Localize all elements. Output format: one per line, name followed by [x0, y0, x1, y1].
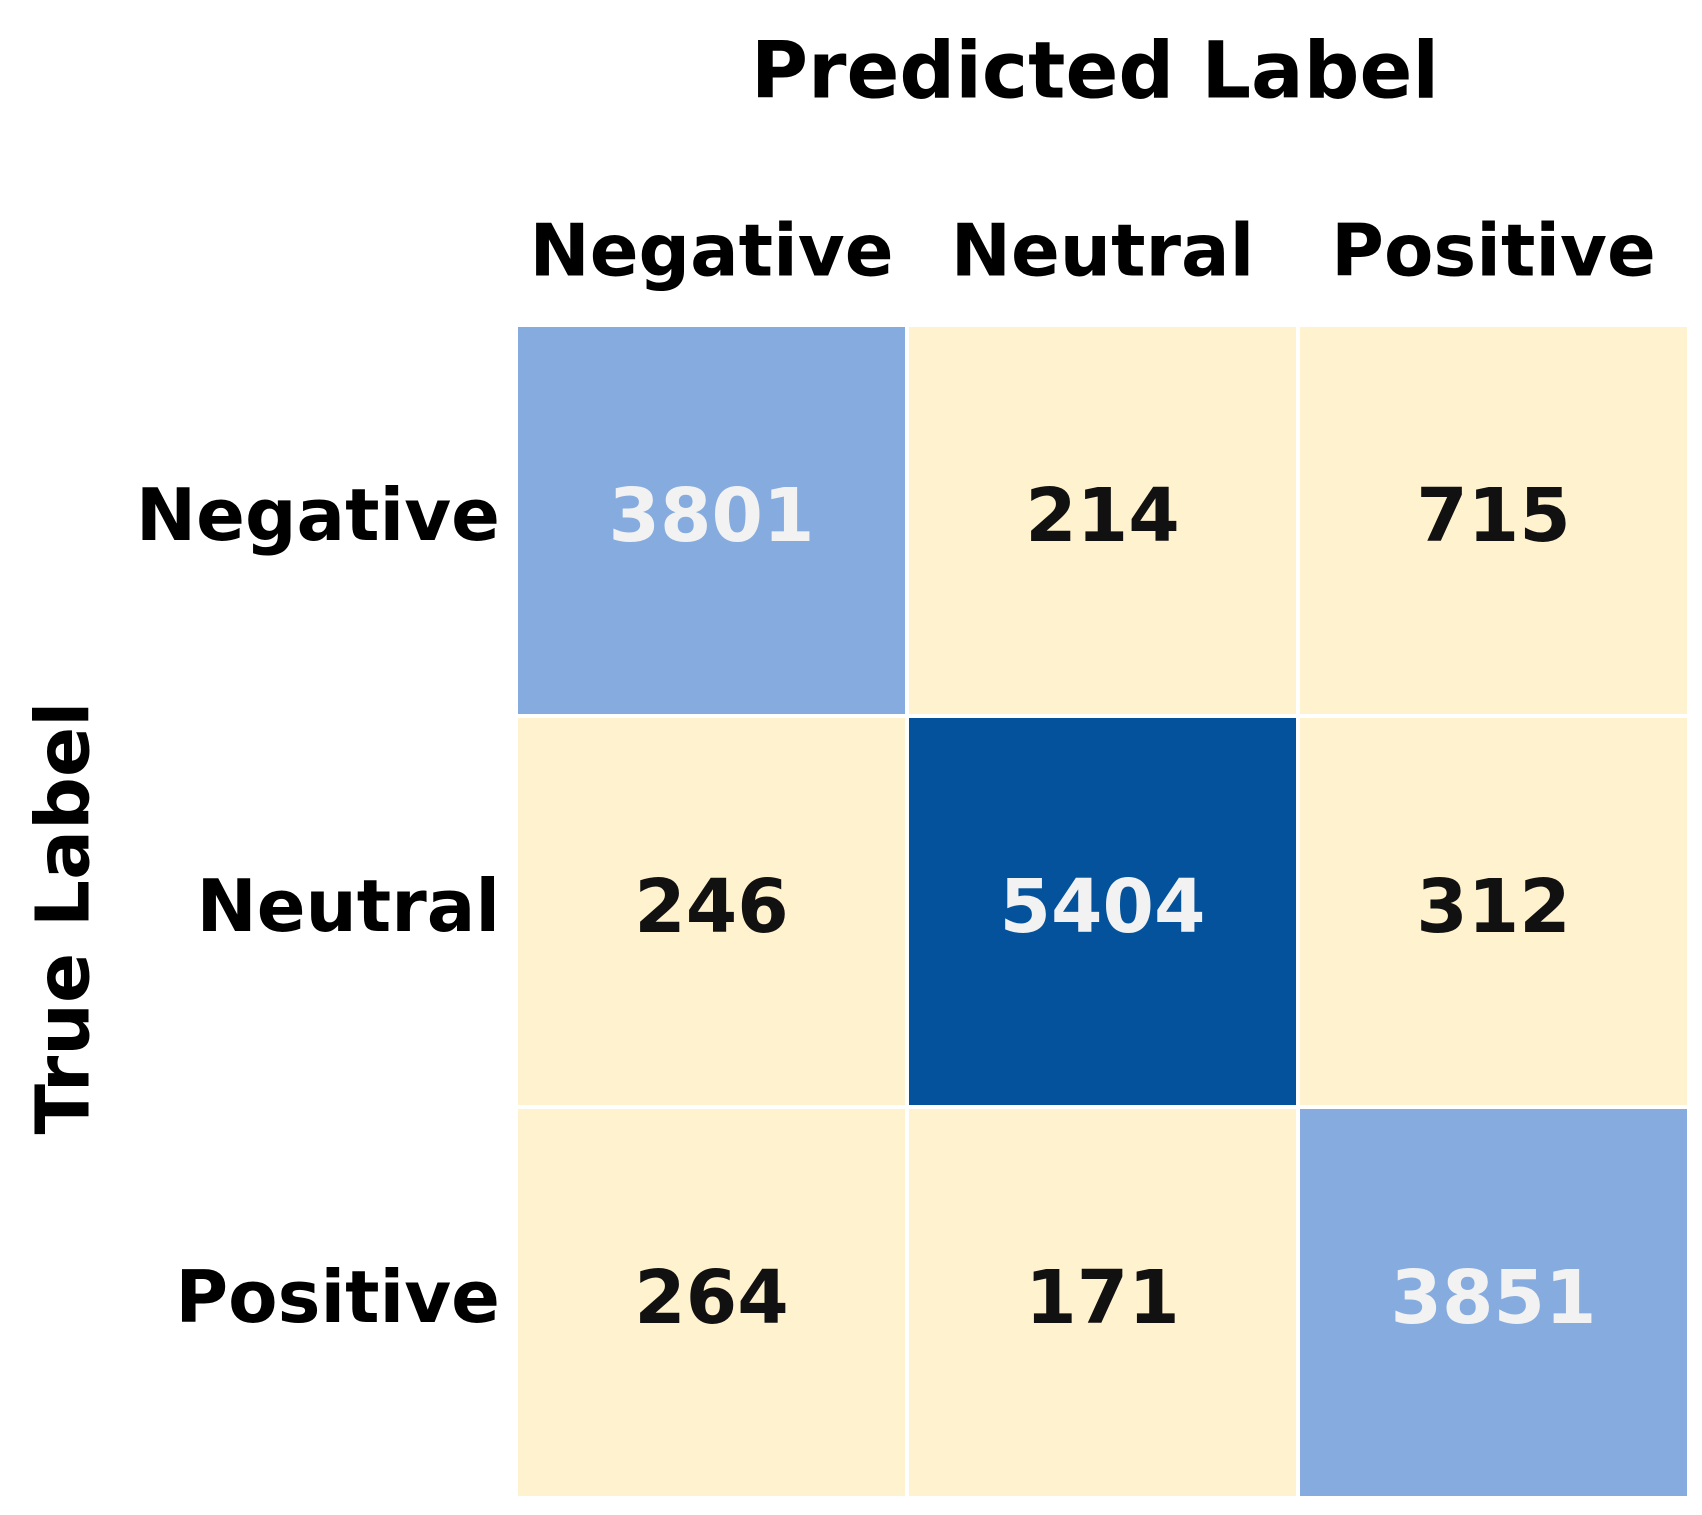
heatmap-cell [1300, 718, 1687, 1105]
heatmap-cell [1300, 327, 1687, 714]
y-axis-title: True Label [21, 701, 107, 1134]
cell-value-label: 171 [1025, 1255, 1179, 1341]
heatmap-cell [1300, 1109, 1687, 1496]
cell-value-label: 264 [634, 1255, 788, 1341]
cell-value-label: 214 [1025, 473, 1179, 559]
y-tick-label: Neutral [196, 864, 500, 948]
heatmap-cell [909, 327, 1296, 714]
heatmap-cell [518, 718, 905, 1105]
heatmap-cell [518, 1109, 905, 1496]
cell-value-label: 312 [1416, 864, 1570, 950]
heatmap-cell [909, 1109, 1296, 1496]
x-tick-label: Positive [1331, 209, 1656, 293]
cell-value-label: 715 [1416, 473, 1570, 559]
x-tick-label: Negative [529, 209, 893, 293]
y-tick-label: Negative [136, 473, 500, 557]
heatmap-cell [909, 718, 1296, 1105]
cell-value-label: 3801 [609, 473, 815, 559]
x-tick-label: Neutral [951, 209, 1255, 293]
x-axis-title: Predicted Label [751, 26, 1439, 116]
cell-value-label: 5404 [1000, 864, 1206, 950]
cell-value-label: 246 [634, 864, 788, 950]
heatmap-cell [518, 327, 905, 714]
cell-value-label: 3851 [1391, 1255, 1597, 1341]
y-tick-label: Positive [175, 1255, 500, 1339]
